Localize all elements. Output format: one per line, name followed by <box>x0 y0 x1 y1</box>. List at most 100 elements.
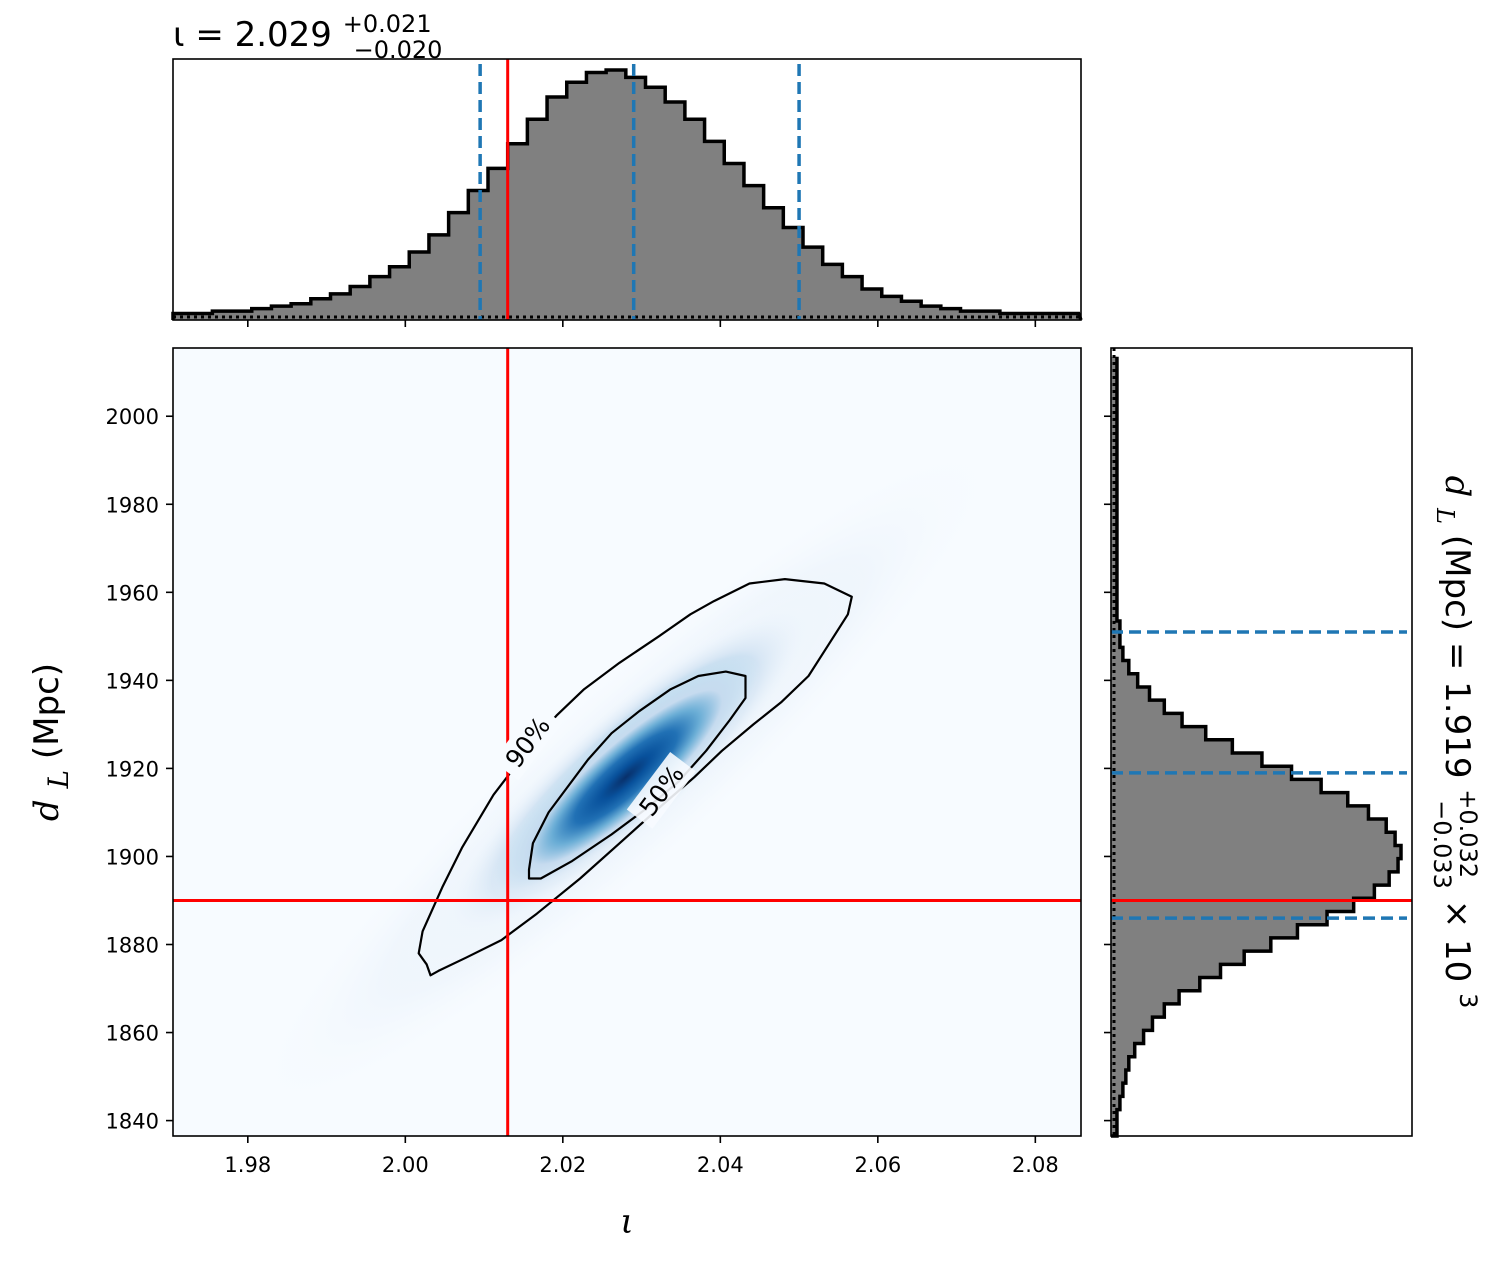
right-hist-bar <box>1111 515 1117 529</box>
right-hist-bar <box>1111 554 1117 569</box>
top-hist-bar <box>428 234 450 320</box>
right-hist-bar <box>1111 951 1245 965</box>
right-hist-bar <box>1111 1003 1165 1018</box>
top-hist-bar <box>704 141 725 320</box>
right-hist-bar <box>1111 409 1117 424</box>
top-hist-bar <box>369 276 391 320</box>
top-hist-bar <box>684 119 706 320</box>
right-hist-bar <box>1111 1083 1123 1097</box>
right-hist-bar <box>1111 1122 1117 1137</box>
right-hist-bar <box>1111 449 1117 463</box>
right-hist-bar <box>1111 634 1120 648</box>
right-hist-bar <box>1111 647 1123 662</box>
top-hist-bar <box>527 119 548 320</box>
y-tick-label: 1880 <box>106 934 159 958</box>
y-tick-label: 1860 <box>106 1022 159 1046</box>
top-hist-bar <box>881 296 902 320</box>
right-hist-bar <box>1111 1043 1135 1058</box>
right-hist-bar <box>1111 726 1206 741</box>
right-marginal-ticks <box>1104 415 1111 1122</box>
right-hist-bar <box>1111 792 1348 807</box>
top-hist-bar <box>645 87 666 320</box>
top-hist-bar <box>743 185 765 320</box>
top-hist-bar <box>763 207 784 320</box>
top-hist-bar <box>350 286 371 320</box>
y-axis-label-subscript: L <box>42 770 75 790</box>
x-tick-label: 2.04 <box>697 1153 744 1177</box>
title-dl-subscript: L <box>1431 507 1459 524</box>
title-iota-value: ι = 2.029 <box>173 15 332 55</box>
x-tick-label: 1.98 <box>224 1153 271 1177</box>
right-hist-bar <box>1111 673 1138 688</box>
right-hist-bar <box>1111 779 1322 794</box>
top-marginal-frame <box>172 58 1082 321</box>
y-axis-ticks: 1840 1860 1880 1900 1920 1940 1960 1980 2000 <box>106 405 173 1134</box>
right-hist-bar <box>1111 1096 1120 1111</box>
top-hist-bar <box>980 311 1001 320</box>
top-marginal-histogram <box>171 59 1083 321</box>
right-hist-bar <box>1111 964 1221 979</box>
right-hist-bar <box>1111 753 1262 767</box>
title-dl-lower-error: −0.033 <box>1428 800 1456 889</box>
y-tick-label: 1960 <box>106 581 159 605</box>
top-hist-bar <box>232 311 253 320</box>
y-axis-label-unit: (Mpc) <box>27 663 67 759</box>
contour-label-bg <box>626 752 696 829</box>
title-dl-upper-error: +0.032 <box>1454 789 1482 878</box>
top-marginal-panel: ι = 2.029 +0.021 −0.020 <box>171 1 1083 327</box>
x-tick-label: 2.02 <box>539 1153 586 1177</box>
right-marginal-histogram <box>1111 348 1412 1138</box>
top-hist-bar <box>586 72 607 321</box>
right-hist-bar <box>1111 1030 1144 1045</box>
right-hist-bar <box>1111 739 1233 754</box>
joint-frame <box>172 347 1082 1137</box>
top-hist-bar <box>389 266 410 320</box>
top-hist-bar <box>507 143 528 320</box>
contour-50pct <box>527 670 747 880</box>
y-tick-label: 1840 <box>106 1110 159 1134</box>
title-dl-symbol: d <box>1437 476 1477 498</box>
right-hist-bar <box>1111 1069 1126 1084</box>
y-tick-label: 2000 <box>106 405 159 429</box>
right-hist-bar <box>1111 436 1117 450</box>
title-dl-exponent: 3 <box>1454 993 1482 1008</box>
top-marginal-title: ι = 2.029 +0.021 −0.020 <box>173 1 442 64</box>
x-tick-label: 2.00 <box>382 1153 429 1177</box>
x-axis-ticks: 1.98 2.00 2.02 2.04 2.06 2.08 <box>224 1136 1059 1177</box>
y-axis-label: d L (Mpc) <box>27 663 77 821</box>
contour-90pct <box>417 577 853 977</box>
y-tick-label: 1920 <box>106 757 159 781</box>
right-hist-bar <box>1111 858 1399 873</box>
right-marginal-panel: d L (Mpc) = 1.919 +0.032 −0.033 × 10 3 <box>1104 347 1491 1138</box>
credible-contours <box>417 577 853 977</box>
top-hist-bar <box>822 264 843 320</box>
right-hist-bar <box>1111 686 1150 701</box>
joint-panel: 90%50% 1.98 2.00 2.02 2.04 2.06 2.08 18401860… <box>27 347 1082 1242</box>
top-hist-bar <box>251 308 272 320</box>
top-hist-bar <box>842 276 863 320</box>
right-hist-bar <box>1111 1109 1117 1124</box>
right-hist-bar <box>1111 845 1401 860</box>
density-core <box>491 656 760 899</box>
y-axis-label-symbol: d <box>27 799 67 821</box>
top-hist-bar <box>271 306 292 320</box>
right-hist-bar <box>1111 541 1117 556</box>
right-hist-bar <box>1111 713 1183 728</box>
top-hist-bar <box>310 298 332 320</box>
x-axis-label: ι <box>620 1202 633 1242</box>
top-hist-bar <box>960 311 981 320</box>
contour-label-bg <box>492 703 562 781</box>
top-hist-outline <box>171 68 1083 321</box>
y-tick-label: 1900 <box>106 845 159 869</box>
y-tick-label: 1980 <box>106 493 159 517</box>
right-hist-bar <box>1111 528 1117 543</box>
top-marginal-ticks <box>247 320 1037 327</box>
top-hist-bar <box>330 293 351 320</box>
right-marginal-title: d L (Mpc) = 1.919 +0.032 −0.033 × 10 3 <box>1425 476 1491 1009</box>
right-hist-bar <box>1111 502 1117 516</box>
x-tick-label: 2.08 <box>1012 1153 1059 1177</box>
right-hist-bar <box>1111 700 1165 714</box>
x-tick-label: 2.06 <box>854 1153 901 1177</box>
title-iota-lower-error: −0.020 <box>354 36 443 64</box>
right-hist-bar <box>1111 871 1390 886</box>
